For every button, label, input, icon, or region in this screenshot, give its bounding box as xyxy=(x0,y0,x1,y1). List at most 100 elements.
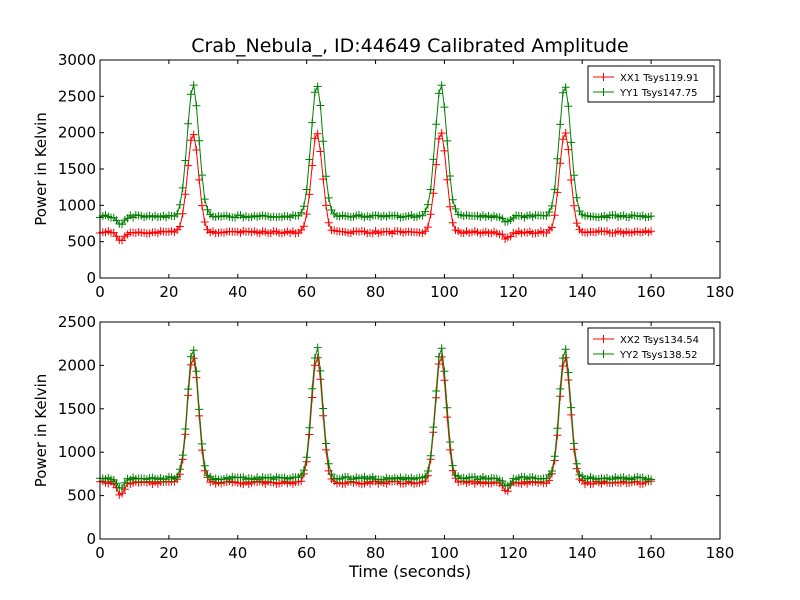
legend-marker xyxy=(599,335,608,343)
data-point xyxy=(297,208,306,217)
data-point xyxy=(572,193,581,202)
data-point xyxy=(305,155,314,164)
data-point xyxy=(440,146,449,155)
data-point xyxy=(308,161,317,170)
x-tick-label: 0 xyxy=(95,544,105,562)
top-panel: Power in Kelvin 0 20 40 60 80 100 120 140 160 180 0… xyxy=(32,51,734,301)
x-tick-label: 100 xyxy=(430,544,459,562)
data-point xyxy=(567,176,576,184)
data-point xyxy=(186,90,195,99)
data-point xyxy=(443,403,452,412)
data-point xyxy=(175,465,184,474)
data-point xyxy=(567,403,576,412)
data-point xyxy=(558,135,567,144)
data-point xyxy=(429,155,438,164)
data-point xyxy=(181,425,190,433)
data-point xyxy=(200,461,209,470)
y-tick-label: 0 xyxy=(86,530,96,548)
y-tick-label: 1500 xyxy=(58,400,96,418)
y-tick-label: 0 xyxy=(86,269,96,287)
data-point xyxy=(443,136,452,145)
legend-marker xyxy=(599,88,608,96)
data-point xyxy=(186,352,195,361)
x-tick-label: 120 xyxy=(499,544,528,562)
legend-label: YY1 Tsys147.75 xyxy=(619,88,698,99)
data-point xyxy=(448,195,457,204)
data-point xyxy=(120,478,129,487)
data-point xyxy=(558,354,567,363)
data-point xyxy=(550,452,559,461)
y-tick-label: 2000 xyxy=(58,124,96,142)
data-point xyxy=(564,102,573,111)
data-point xyxy=(308,384,317,393)
y-tick-label: 1000 xyxy=(58,196,96,214)
data-point xyxy=(203,205,212,214)
data-point xyxy=(299,222,308,231)
series-2 xyxy=(96,81,656,229)
x-tick-label: 160 xyxy=(637,544,666,562)
data-point xyxy=(195,136,204,145)
legend: XX2 Tsys134.54 YY2 Tsys138.52 xyxy=(587,327,715,365)
x-tick-label: 40 xyxy=(228,544,247,562)
data-point xyxy=(432,120,441,129)
y-axis-label: Power in Kelvin xyxy=(32,112,50,226)
x-tick-label: 120 xyxy=(499,283,528,301)
data-point xyxy=(647,212,656,221)
data-point xyxy=(572,219,581,228)
data-point xyxy=(423,223,432,232)
data-point xyxy=(178,451,187,460)
x-tick-label: 180 xyxy=(706,283,735,301)
y-tick-label: 3000 xyxy=(58,51,96,69)
data-point xyxy=(302,453,311,462)
data-point xyxy=(299,202,308,211)
data-point xyxy=(446,445,454,454)
data-point xyxy=(556,120,565,129)
legend-marker xyxy=(599,73,608,81)
data-point xyxy=(305,190,314,199)
x-tick-label: 80 xyxy=(366,544,385,562)
data-point xyxy=(564,145,573,154)
data-point xyxy=(322,201,330,210)
data-point xyxy=(547,223,556,232)
data-point xyxy=(175,222,184,231)
data-point xyxy=(178,183,187,192)
data-point xyxy=(324,459,333,468)
x-tick-label: 80 xyxy=(366,283,385,301)
data-point xyxy=(421,472,430,481)
x-tick-label: 60 xyxy=(297,283,316,301)
data-point xyxy=(310,134,319,143)
data-point xyxy=(437,81,446,90)
data-point xyxy=(432,387,441,395)
data-point xyxy=(181,156,190,165)
data-point xyxy=(556,159,565,168)
data-point xyxy=(647,227,656,236)
data-point xyxy=(324,193,333,202)
data-point xyxy=(434,352,443,361)
series-1 xyxy=(96,129,656,245)
data-point xyxy=(192,101,201,110)
data-point xyxy=(302,210,311,219)
data-point xyxy=(421,227,430,236)
data-point xyxy=(437,129,446,138)
data-point xyxy=(440,367,449,376)
data-point xyxy=(647,475,656,484)
legend-box xyxy=(587,327,715,365)
data-point xyxy=(429,423,438,432)
legend-label: XX2 Tsys134.54 xyxy=(620,335,699,346)
x-tick-label: 60 xyxy=(297,544,316,562)
data-point xyxy=(181,190,190,199)
data-point xyxy=(498,477,507,485)
data-point xyxy=(316,366,325,375)
x-tick-label: 40 xyxy=(228,283,247,301)
axes-frame xyxy=(99,321,721,540)
x-tick-label: 160 xyxy=(637,283,666,301)
data-point xyxy=(322,439,330,448)
data-point xyxy=(327,470,336,479)
data-point xyxy=(418,211,427,220)
y-tick-label: 2500 xyxy=(58,87,96,105)
data-point xyxy=(310,354,319,362)
data-point xyxy=(308,118,317,127)
legend-box xyxy=(587,65,715,103)
data-point xyxy=(316,147,325,156)
data-point xyxy=(448,218,457,227)
